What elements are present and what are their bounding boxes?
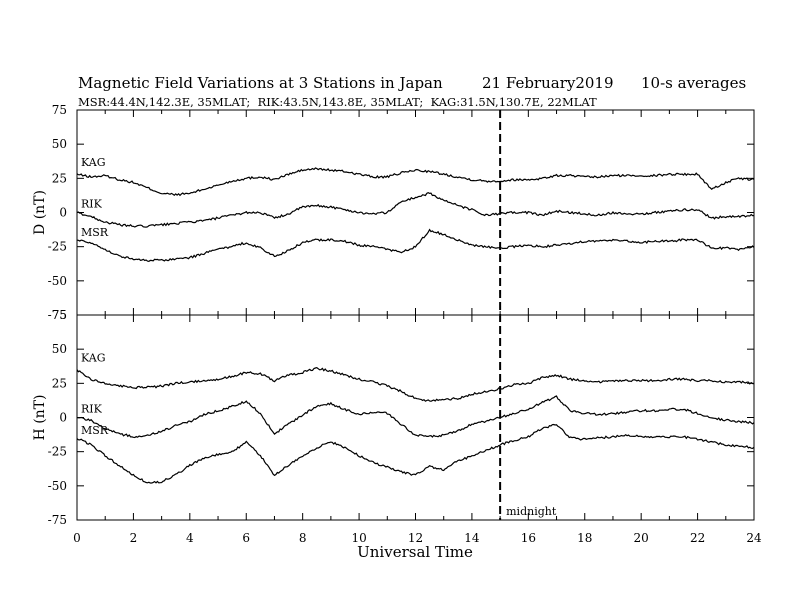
series-line-kag	[76, 366, 755, 402]
y-tick-label: 75	[52, 103, 67, 117]
y-tick-label: 25	[52, 376, 67, 390]
y-axis-label: H (nT)	[32, 395, 48, 441]
plot-frame	[76, 314, 755, 521]
chart-averaging: 10-s averages	[641, 74, 746, 92]
series-label-msr: MSR	[81, 226, 109, 239]
x-tick-label: 16	[521, 531, 536, 545]
midnight-marker: midnight	[499, 110, 557, 520]
y-tick-label: 50	[52, 137, 67, 151]
series-line-msr	[76, 228, 755, 263]
series-label-kag: KAG	[81, 352, 106, 365]
y-tick-label: 0	[59, 206, 67, 220]
series-label-msr: MSR	[81, 424, 109, 437]
x-tick-label: 24	[746, 531, 762, 545]
y-tick-label: 25	[52, 171, 67, 185]
series-line-kag	[76, 167, 755, 197]
series-label-kag: KAG	[81, 156, 106, 169]
x-tick-label: 2	[130, 531, 138, 545]
y-tick-label: -75	[48, 513, 67, 527]
series-line-msr	[76, 423, 755, 484]
d-component-panel: 75 50 25 0 -25 -50 -75 D (nT) KAG RIK MSR	[32, 103, 755, 322]
x-tick-label: 0	[73, 531, 81, 545]
y-tick-label: 0	[59, 411, 67, 425]
y-axis-label: D (nT)	[32, 190, 48, 235]
x-tick-label: 20	[634, 531, 649, 545]
midnight-label: midnight	[506, 505, 557, 518]
y-tick-label: -50	[48, 479, 67, 493]
x-tick-label: 4	[186, 531, 194, 545]
y-tick-label: -50	[48, 274, 67, 288]
x-tick-label: 22	[690, 531, 705, 545]
series-line-rik	[76, 192, 754, 228]
x-tick-label: 10	[351, 531, 366, 545]
x-tick-label: 8	[299, 531, 307, 545]
y-tick-label: -25	[48, 240, 67, 254]
y-tick-label: 50	[52, 342, 67, 356]
y-tick-label: -75	[48, 308, 67, 322]
x-tick-label: 18	[577, 531, 592, 545]
chart-title: Magnetic Field Variations at 3 Stations …	[78, 74, 443, 92]
series-label-rik: RIK	[81, 198, 103, 211]
chart-subtitle: MSR:44.4N,142.3E, 35MLAT; RIK:43.5N,143.…	[78, 95, 597, 109]
chart-date: 21 February2019	[482, 74, 614, 92]
y-tick-label: -25	[48, 445, 67, 459]
y-tick-label: 75	[52, 308, 67, 322]
x-tick-label: 12	[408, 531, 423, 545]
series-line-rik	[76, 395, 755, 439]
x-axis-label: Universal Time	[357, 543, 473, 561]
series-label-rik: RIK	[81, 403, 103, 416]
x-tick-label: 14	[464, 531, 480, 545]
x-tick-label: 6	[242, 531, 250, 545]
